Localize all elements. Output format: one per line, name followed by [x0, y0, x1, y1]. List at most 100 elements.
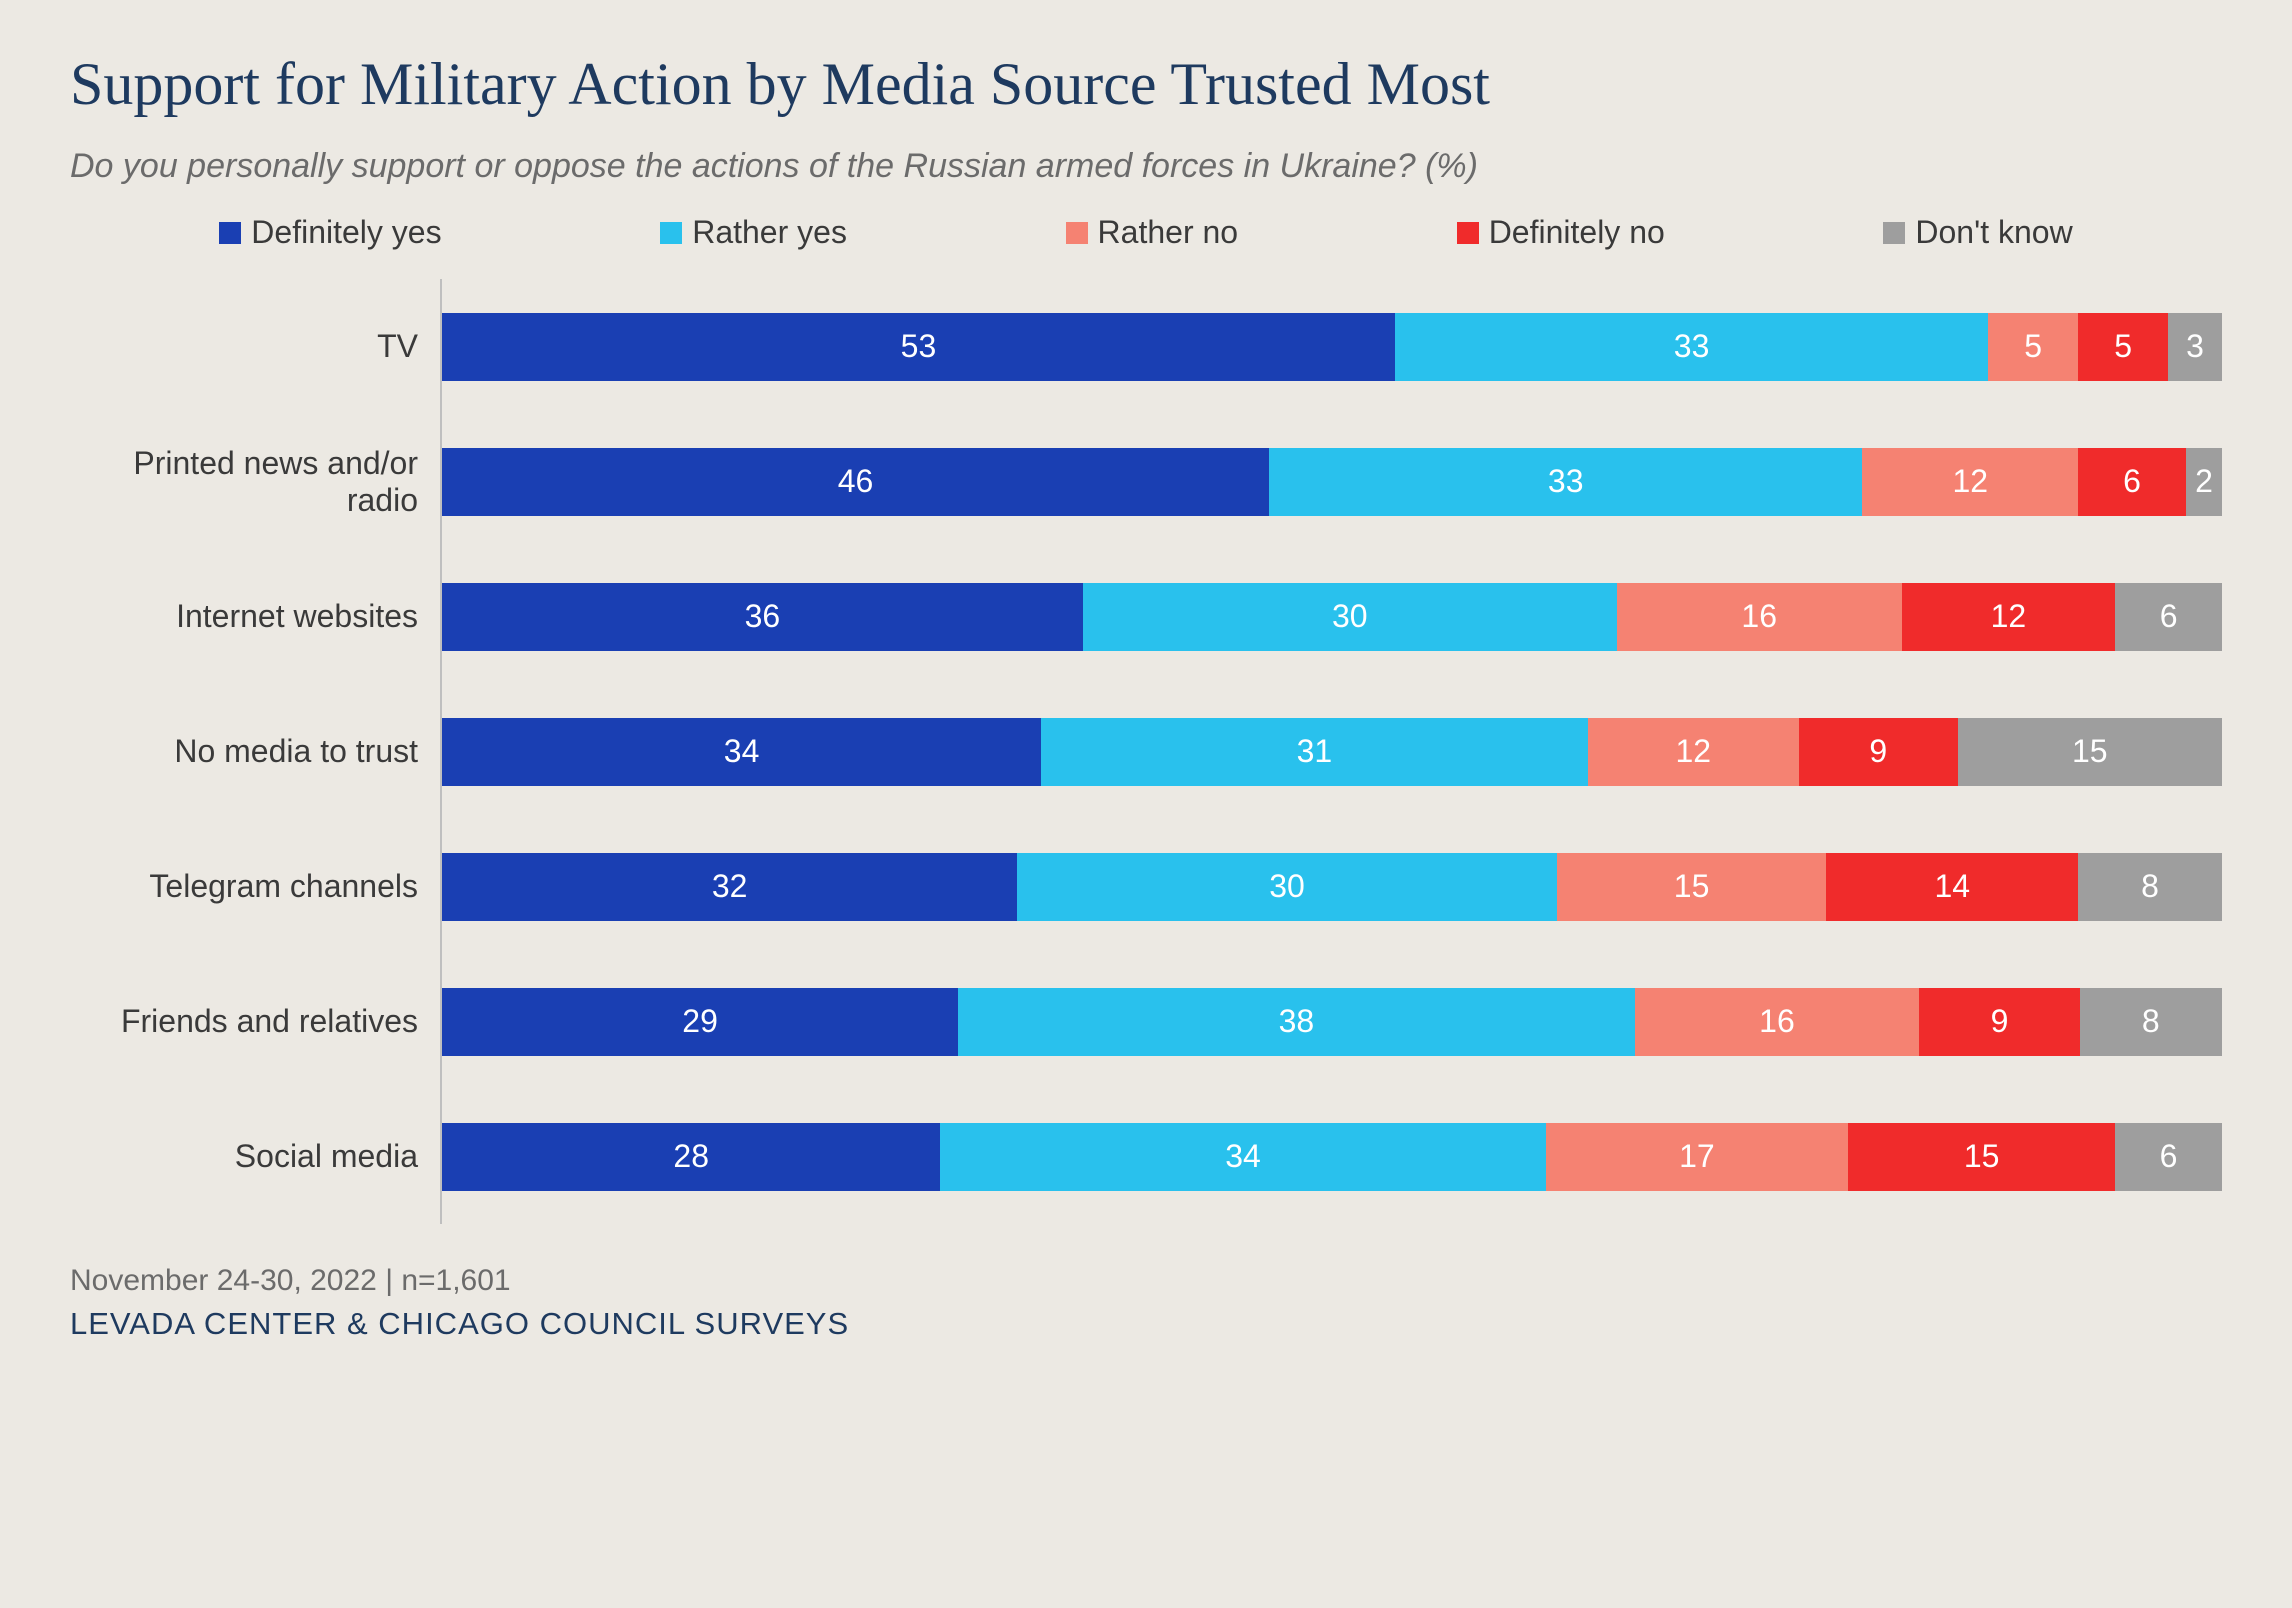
legend-label: Rather yes [692, 214, 847, 251]
stacked-bar: 5333553 [442, 313, 2222, 381]
bar-value: 46 [838, 463, 874, 500]
stacked-bar: 28 34 17 15 6 [442, 1123, 2222, 1191]
bar-value: 30 [1332, 598, 1368, 635]
bar-segment: 32 [442, 853, 1017, 921]
bar-segment: 5 [2078, 313, 2168, 381]
chart-subtitle: Do you personally support or oppose the … [70, 147, 2222, 186]
bar-segment: 34 [442, 718, 1041, 786]
bar-value: 12 [1991, 598, 2027, 635]
bar-value: 33 [1674, 328, 1710, 365]
bar-segment: 30 [1083, 583, 1617, 651]
bar-segment: 33 [1395, 313, 1988, 381]
bar-segment: 15 [1958, 718, 2222, 786]
category-labels: TV Printed news and/or radio Internet webs… [70, 279, 440, 1224]
bar-segment: 29 [442, 988, 958, 1056]
legend-item: Definitely yes [219, 214, 441, 251]
bar-segment: 16 [1635, 988, 1920, 1056]
bar-value: 34 [1225, 1138, 1261, 1175]
category-label: TV [70, 328, 440, 365]
label-row: Internet websites [70, 549, 440, 684]
bar-row: 29 38 16 9 8 [442, 954, 2222, 1089]
bar-value: 33 [1548, 463, 1584, 500]
label-row: No media to trust [70, 684, 440, 819]
stacked-bar: 29 38 16 9 8 [442, 988, 2222, 1056]
bar-segment: 8 [2080, 988, 2222, 1056]
bar-segment: 53 [442, 313, 1395, 381]
bar-value: 12 [1952, 463, 1988, 500]
legend-item: Rather yes [660, 214, 847, 251]
bar-segment: 38 [958, 988, 1634, 1056]
bar-value: 28 [673, 1138, 709, 1175]
legend-label: Rather no [1098, 214, 1239, 251]
bar-value: 14 [1934, 868, 1970, 905]
plot-area: TV Printed news and/or radio Internet webs… [70, 279, 2222, 1224]
stacked-bar: 34 31 12 9 15 [442, 718, 2222, 786]
legend-item: Definitely no [1457, 214, 1665, 251]
bar-value: 36 [745, 598, 781, 635]
bar-row: 5333553 [442, 279, 2222, 414]
legend-item: Don't know [1883, 214, 2072, 251]
legend-swatch [1066, 222, 1088, 244]
bar-row: 46 33 12 6 2 [442, 414, 2222, 549]
footer-meta: November 24-30, 2022 | n=1,601 [70, 1264, 2222, 1298]
bar-value: 9 [1869, 733, 1887, 770]
legend-label: Definitely no [1489, 214, 1665, 251]
bar-segment: 9 [1919, 988, 2079, 1056]
bar-segment: 34 [940, 1123, 1545, 1191]
label-row: Social media [70, 1089, 440, 1224]
legend-label: Definitely yes [251, 214, 441, 251]
bar-value: 16 [1759, 1003, 1795, 1040]
footer-source: LEVADA CENTER & CHICAGO COUNCIL SURVEYS [70, 1306, 2222, 1342]
bar-value: 6 [2160, 598, 2178, 635]
category-label: Telegram channels [70, 868, 440, 905]
category-label: No media to trust [70, 733, 440, 770]
bar-segment: 36 [442, 583, 1083, 651]
category-label: Internet websites [70, 598, 440, 635]
bar-row: 34 31 12 9 15 [442, 684, 2222, 819]
bar-segment: 14 [1826, 853, 2078, 921]
bar-segment: 6 [2078, 448, 2186, 516]
bar-segment: 31 [1041, 718, 1587, 786]
bar-row: 28 34 17 15 6 [442, 1089, 2222, 1224]
chart-container: Support for Military Action by Media Sou… [0, 0, 2292, 1392]
bar-segment: 5 [1988, 313, 2078, 381]
chart-footer: November 24-30, 2022 | n=1,601 LEVADA CE… [70, 1264, 2222, 1342]
stacked-bar: 36 30 16 12 6 [442, 583, 2222, 651]
category-label: Friends and relatives [70, 1003, 440, 1040]
bar-value: 29 [682, 1003, 718, 1040]
bar-row: 36 30 16 12 6 [442, 549, 2222, 684]
bar-value: 34 [724, 733, 760, 770]
legend-swatch [1883, 222, 1905, 244]
bar-value: 16 [1741, 598, 1777, 635]
bar-segment: 12 [1902, 583, 2116, 651]
label-row: Telegram channels [70, 819, 440, 954]
bar-segment: 12 [1862, 448, 2078, 516]
bar-value: 31 [1297, 733, 1333, 770]
bar-value: 53 [901, 328, 937, 365]
bar-segment: 46 [442, 448, 1269, 516]
bar-row: 323015148 [442, 819, 2222, 954]
bar-value: 38 [1279, 1003, 1315, 1040]
bar-segment: 17 [1546, 1123, 1849, 1191]
bars-column: 5333553463312623630161263431129153230151… [440, 279, 2222, 1224]
bar-segment: 15 [1848, 1123, 2115, 1191]
bar-segment: 8 [2078, 853, 2222, 921]
bar-value: 8 [2142, 1003, 2160, 1040]
bar-segment: 28 [442, 1123, 940, 1191]
bar-value: 9 [1991, 1003, 2009, 1040]
stacked-bar: 323015148 [442, 853, 2222, 921]
bar-segment: 16 [1617, 583, 1902, 651]
bar-value: 15 [1674, 868, 1710, 905]
bar-value: 3 [2186, 328, 2204, 365]
bar-value: 6 [2123, 463, 2141, 500]
bar-segment: 9 [1799, 718, 1958, 786]
bar-value: 15 [1964, 1138, 2000, 1175]
bar-segment: 2 [2186, 448, 2222, 516]
bar-segment: 6 [2115, 1123, 2222, 1191]
bar-value: 5 [2114, 328, 2132, 365]
category-label: Social media [70, 1138, 440, 1175]
bar-value: 6 [2160, 1138, 2178, 1175]
chart-title: Support for Military Action by Media Sou… [70, 50, 1870, 119]
category-label: Printed news and/or radio [70, 445, 440, 519]
bar-value: 12 [1675, 733, 1711, 770]
